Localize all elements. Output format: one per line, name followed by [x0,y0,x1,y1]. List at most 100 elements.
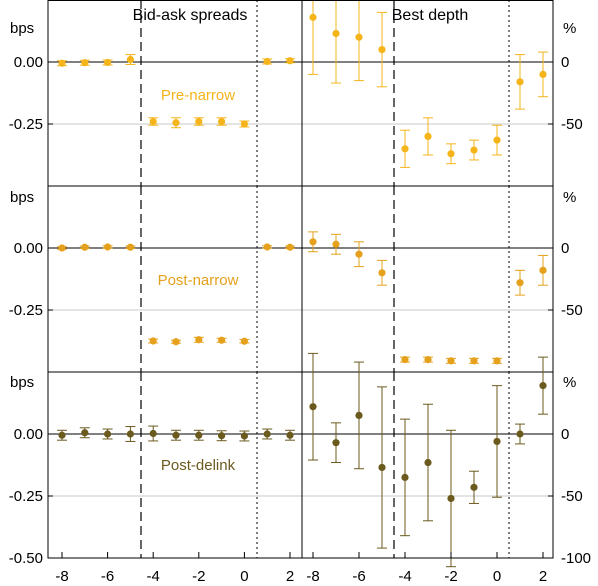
y-tick-label: -0.50 [9,550,43,567]
y-tick-label: 0 [561,54,569,71]
right-data-point [493,357,501,365]
left-data-point [240,120,248,128]
right-data-point [309,13,317,21]
y-tick-label: -50 [561,302,583,319]
panel-annotation: Post-narrow [158,272,239,289]
panel-annotation: Post-delink [161,457,236,474]
right-data-point [539,266,547,274]
left-data-point [263,243,271,251]
left-data-point [81,59,89,67]
x-tick-label: -8 [55,568,68,585]
left-data-point [58,59,66,67]
plot-frame [47,0,554,559]
right-data-point [378,463,386,472]
left-data-point [218,117,226,126]
left-data-point [286,57,294,65]
right-data-point [516,430,524,438]
left-panel-title: Bid-ask spreads [133,7,248,24]
left-data-point [195,336,203,344]
x-tick-label: -8 [306,568,319,585]
y-tick-label: -0.25 [9,116,43,133]
x-tick-label: -6 [352,568,365,585]
left-data-point [286,243,294,251]
right-data-point [378,46,386,54]
left-data-point [263,430,271,438]
x-tick-label: 2 [539,568,547,585]
left-data-point [126,430,134,438]
x-tick-label: -4 [398,568,411,585]
right-data-point [447,150,455,158]
right-data-point [516,279,524,287]
left-data-point [149,429,157,438]
left-data-point [126,55,134,64]
right-data-point [493,437,501,446]
left-data-point [172,119,180,127]
y-tick-label: -0.25 [9,302,43,319]
right-data-point [401,356,409,364]
left-data-point [104,430,112,438]
y-tick-label: 0 [561,426,569,443]
right-data-point [424,458,432,467]
right-data-point [424,132,432,140]
left-data-point [104,243,112,251]
left-data-point [218,336,226,344]
left-data-point [81,243,89,251]
y-tick-label: 0.00 [14,240,43,257]
left-data-point [58,431,66,439]
x-tick-label: 0 [493,568,501,585]
right-data-point [539,70,547,78]
left-unit-label: bps [10,189,34,206]
left-data-point [240,432,248,440]
y-tick-label: -0.25 [9,488,43,505]
x-tick-label: 0 [240,568,248,585]
left-data-point [240,337,248,345]
right-data-point [516,78,524,86]
left-data-point [195,431,203,439]
right-unit-label: % [563,189,576,206]
left-data-point [149,337,157,345]
y-tick-label: 0.00 [14,54,43,71]
right-data-point [355,33,363,41]
right-data-point [401,145,409,153]
y-tick-label: 0.00 [14,426,43,443]
right-data-point [332,439,340,447]
left-data-point [195,117,203,126]
x-tick-label: -2 [192,568,205,585]
right-data-point [401,473,409,481]
right-data-point [309,238,317,246]
x-tick-label: 2 [286,568,294,585]
right-data-point [470,357,478,365]
right-data-point [355,411,363,419]
x-tick-label: -6 [101,568,114,585]
right-data-point [470,146,478,154]
y-tick-label: -100 [561,550,591,567]
right-data-point [447,357,455,365]
y-tick-label: -50 [561,116,583,133]
right-data-point [447,494,455,503]
right-unit-label: % [563,374,576,391]
left-data-point [218,432,226,440]
y-tick-label: -50 [561,488,583,505]
right-data-point [424,356,432,364]
x-tick-label: -2 [444,568,457,585]
right-data-point [493,136,501,144]
left-data-point [81,429,89,437]
panel-annotation: Pre-narrow [161,87,235,104]
left-unit-label: bps [10,20,34,37]
right-data-point [332,240,340,248]
right-data-point [355,250,363,258]
right-data-point [332,29,340,38]
y-tick-label: 0 [561,240,569,257]
right-data-point [539,382,547,390]
left-unit-label: bps [10,374,34,391]
x-tick-label: -4 [147,568,160,585]
right-data-point [470,483,478,491]
right-data-point [309,403,317,411]
left-data-point [104,58,112,67]
right-panel-title: Best depth [392,7,469,24]
left-data-point [263,57,271,66]
left-data-point [126,243,134,251]
left-data-point [172,338,180,346]
left-data-point [58,244,66,252]
